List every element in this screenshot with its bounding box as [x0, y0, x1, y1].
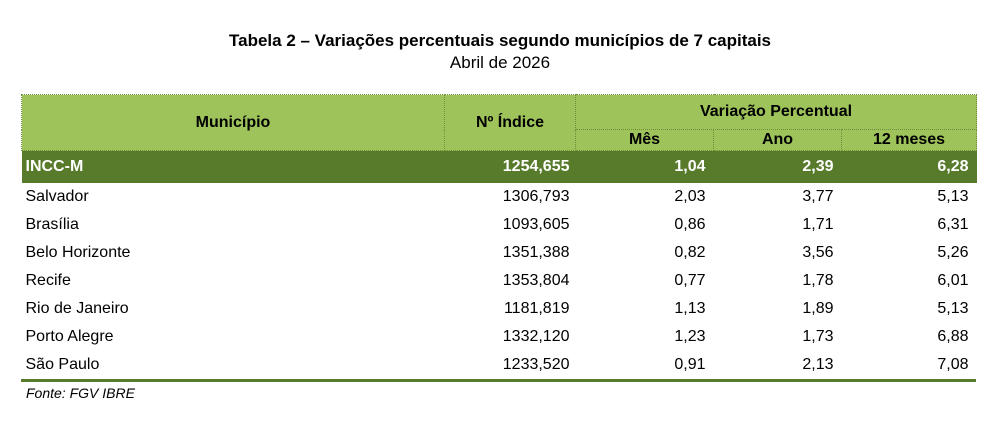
- cell-name: Belo Horizonte: [25, 244, 131, 261]
- cell-mes: 2,03: [674, 188, 706, 205]
- header-indice: Nº Índice: [444, 94, 576, 151]
- cell-name: Brasília: [25, 216, 79, 233]
- cell-indice: 1332,120: [502, 328, 570, 345]
- cell-indice: 1306,793: [502, 188, 570, 205]
- cell-mes: 0,82: [674, 244, 706, 261]
- cell-ano: 2,39: [713, 150, 842, 183]
- cell-name: Salvador: [25, 188, 89, 205]
- cell-ano: 3,56: [802, 244, 834, 261]
- cell-ano: 3,77: [802, 188, 834, 205]
- table-row: São Paulo 1233,520 0,91 2,13 7,08: [22, 351, 977, 379]
- table-title: Tabela 2 – Variações percentuais segundo…: [229, 31, 771, 50]
- cell-12-meses: 7,08: [937, 356, 969, 373]
- cell-ano: 1,89: [802, 300, 834, 317]
- cell-12-meses: 6,31: [937, 216, 969, 233]
- variation-table: Município Nº Índice Variação Percentual …: [21, 94, 977, 379]
- cell-mes: 0,77: [674, 272, 706, 289]
- cell-name: São Paulo: [25, 356, 100, 373]
- table-row: Recife 1353,804 0,77 1,78 6,01: [22, 267, 977, 295]
- header-mes: Mês: [575, 129, 714, 151]
- bottom-rule: [21, 379, 976, 382]
- cell-ano: 2,13: [802, 356, 834, 373]
- table-subtitle: Abril de 2026: [449, 53, 551, 72]
- cell-indice: 1353,804: [502, 272, 570, 289]
- header-12-meses: 12 meses: [841, 129, 977, 151]
- cell-12-meses: 6,88: [937, 328, 969, 345]
- cell-mes: 1,23: [674, 328, 706, 345]
- source-note: Fonte: FGV IBRE: [26, 385, 135, 401]
- cell-indice: 1351,388: [502, 244, 570, 261]
- cell-name: Porto Alegre: [25, 328, 114, 345]
- table-row: Porto Alegre 1332,120 1,23 1,73 6,88: [22, 323, 977, 351]
- table-row: Brasília 1093,605 0,86 1,71 6,31: [22, 211, 977, 239]
- cell-name: INCC-M: [21, 150, 445, 183]
- cell-12-meses: 6,28: [841, 150, 977, 183]
- cell-mes: 1,13: [674, 300, 706, 317]
- cell-mes: 0,86: [674, 216, 706, 233]
- cell-12-meses: 6,01: [937, 272, 969, 289]
- cell-name: Rio de Janeiro: [25, 300, 129, 317]
- table-row: Rio de Janeiro 1181,819 1,13 1,89 5,13: [22, 295, 977, 323]
- table-row-incc: INCC-M 1254,655 1,04 2,39 6,28: [21, 150, 977, 183]
- cell-ano: 1,73: [802, 328, 834, 345]
- header-ano: Ano: [713, 129, 842, 151]
- table-row: Salvador 1306,793 2,03 3,77 5,13: [22, 183, 977, 211]
- header-variacao: Variação Percentual: [575, 94, 977, 130]
- cell-indice: 1093,605: [502, 216, 570, 233]
- cell-ano: 1,78: [802, 272, 834, 289]
- header-municipio: Município: [21, 94, 445, 151]
- cell-12-meses: 5,26: [937, 244, 969, 261]
- cell-indice: 1233,520: [502, 356, 570, 373]
- cell-12-meses: 5,13: [937, 188, 969, 205]
- cell-ano: 1,71: [802, 216, 834, 233]
- cell-12-meses: 5,13: [937, 300, 969, 317]
- cell-indice: 1254,655: [444, 150, 576, 183]
- table-row: Belo Horizonte 1351,388 0,82 3,56 5,26: [22, 239, 977, 267]
- cell-mes: 0,91: [674, 356, 706, 373]
- cell-mes: 1,04: [575, 150, 714, 183]
- cell-indice: 1181,819: [503, 300, 570, 317]
- cell-name: Recife: [25, 272, 71, 289]
